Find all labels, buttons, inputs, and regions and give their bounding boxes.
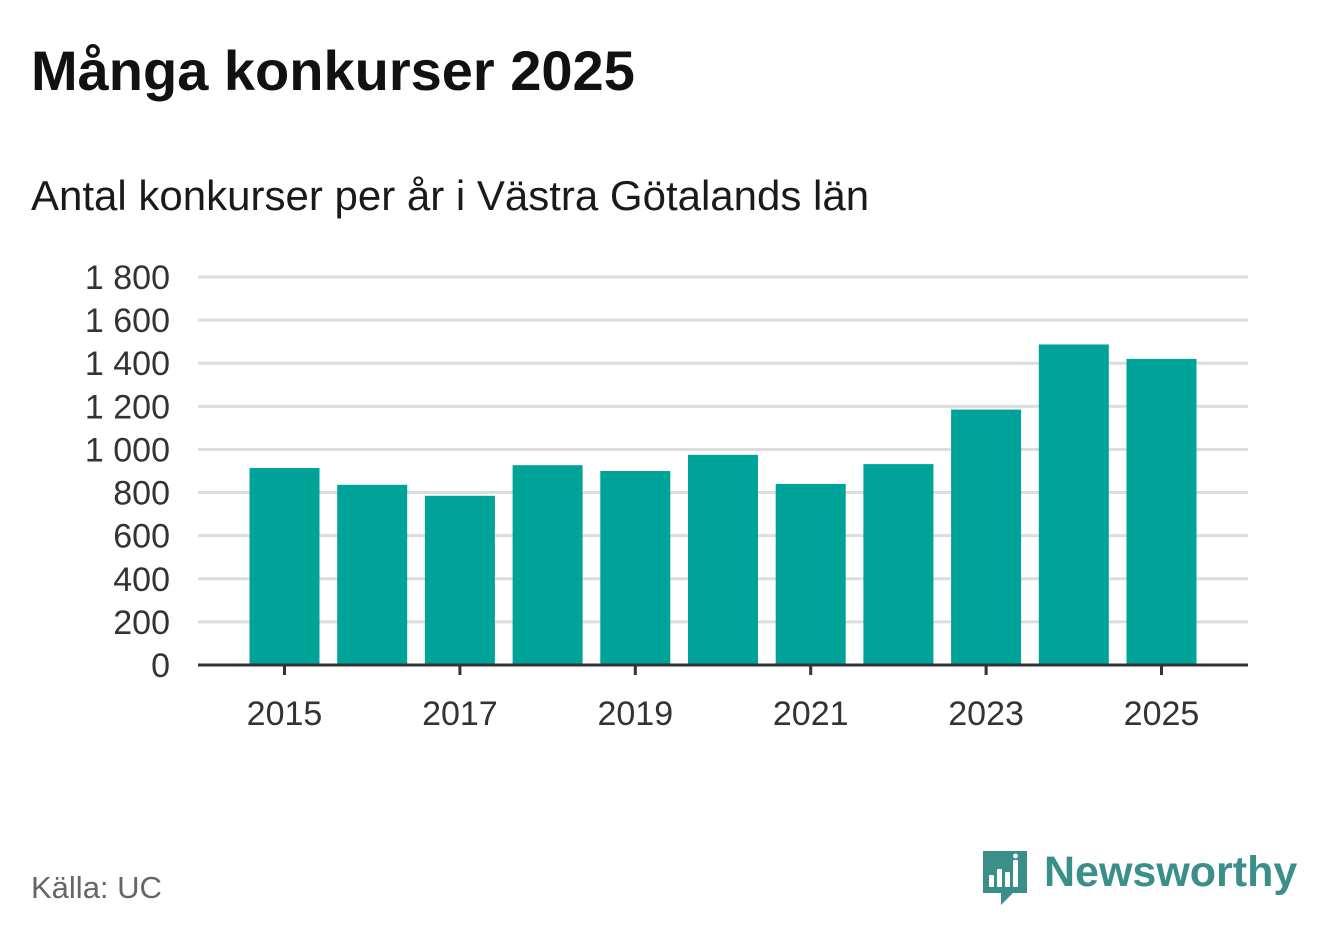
- y-tick-label: 1 400: [85, 345, 170, 383]
- y-tick-label: 600: [113, 518, 170, 556]
- y-tick-label: 400: [113, 561, 170, 599]
- y-tick-label: 0: [151, 647, 170, 685]
- bar-chart: 0 200 400 600 800 1 000 1 200 1 400 1 600 1 800 2…: [85, 259, 1248, 733]
- bar-2017: [424, 495, 495, 665]
- bars: [249, 344, 1197, 665]
- brand-name: Newsworthy: [1044, 847, 1298, 896]
- y-tick-label: 1 800: [85, 259, 170, 297]
- bar-2019: [600, 471, 671, 665]
- bar-2024: [1038, 344, 1109, 665]
- x-tick-label: 2017: [422, 695, 498, 733]
- y-tick-label: 1 600: [85, 302, 170, 340]
- x-axis-tick-labels: 2015 2017 2019 2021 2023 2025: [247, 695, 1200, 733]
- bar-2015: [249, 467, 320, 665]
- brand-logo-group: Newsworthy: [980, 846, 1297, 910]
- y-tick-label: 1 000: [85, 431, 170, 469]
- x-tick-label: 2023: [948, 695, 1024, 733]
- y-tick-label: 800: [113, 475, 170, 513]
- x-tick-label: 2025: [1124, 695, 1200, 733]
- source-note: Källa: UC: [31, 870, 162, 905]
- bar-2018: [512, 465, 583, 665]
- x-tick-label: 2015: [247, 695, 323, 733]
- bar-2025: [1126, 358, 1197, 665]
- bar-2016: [337, 484, 408, 665]
- bar-2020: [688, 454, 758, 665]
- chart-subtitle: Antal konkurser per år i Västra Götaland…: [31, 172, 870, 219]
- chart-title: Många konkurser 2025: [31, 39, 635, 102]
- bar-2022: [863, 464, 934, 665]
- bar-chart-speech-bubble-icon: [983, 851, 1027, 905]
- x-tick-label: 2021: [773, 695, 849, 733]
- x-tick-label: 2019: [597, 695, 673, 733]
- y-tick-label: 1 200: [85, 388, 170, 426]
- bar-2021: [775, 483, 846, 665]
- x-axis: [198, 663, 1248, 675]
- y-axis-tick-labels: 0 200 400 600 800 1 000 1 200 1 400 1 600 1 800: [85, 259, 170, 685]
- y-tick-label: 200: [113, 604, 170, 642]
- bar-2023: [951, 409, 1022, 665]
